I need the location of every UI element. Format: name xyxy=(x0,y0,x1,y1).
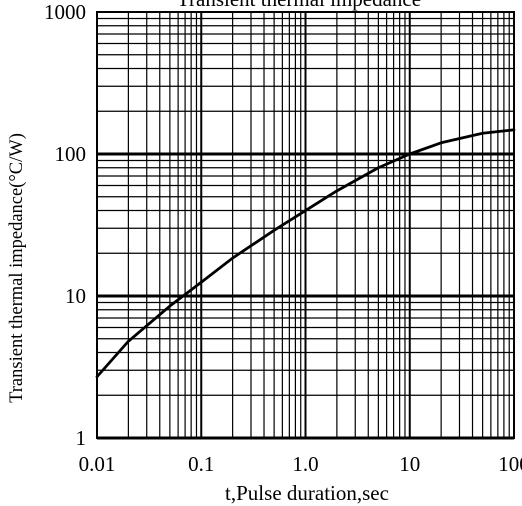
thermal-impedance-curve xyxy=(95,128,516,379)
y-tick-labels: 1 10 100 1000 xyxy=(44,0,86,450)
grid-lines xyxy=(96,12,514,440)
y-axis-label: Transient thermal impedance(°C/W) xyxy=(7,133,27,403)
plot-frame xyxy=(96,11,515,439)
chart-title: Transient thermal impedance xyxy=(177,0,421,11)
y-tick-label: 10 xyxy=(65,284,86,308)
y-tick-label: 1000 xyxy=(44,0,86,24)
x-tick-label: 1.0 xyxy=(292,452,318,476)
x-tick-label: 0.1 xyxy=(188,452,214,476)
x-tick-label: 10 xyxy=(399,452,420,476)
plot-border xyxy=(96,11,515,439)
x-tick-labels: 0.01 0.1 1.0 10 100 xyxy=(79,452,522,476)
x-axis-label: t,Pulse duration,sec xyxy=(225,481,389,505)
y-tick-label: 100 xyxy=(55,142,87,166)
x-tick-label: 0.01 xyxy=(79,452,116,476)
x-tick-label: 100 xyxy=(498,452,522,476)
y-tick-label: 1 xyxy=(76,426,87,450)
series-group xyxy=(95,128,516,379)
